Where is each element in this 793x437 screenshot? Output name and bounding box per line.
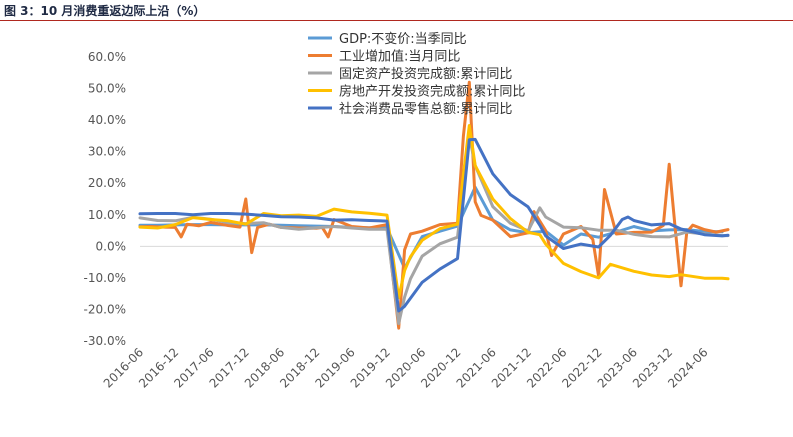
y-tick-label: 10.0% [88, 208, 126, 222]
x-axis: 2016-062016-122017-062017-122018-062018-… [101, 245, 728, 391]
legend-label-real_estate: 房地产开发投资完成额:累计同比 [339, 84, 525, 100]
y-tick-label: 40.0% [88, 113, 126, 127]
legend-label-fixed_asset: 固定资产投资完成额:累计同比 [339, 66, 512, 82]
legend-label-industry: 工业增加值:当月同比 [339, 49, 460, 65]
y-tick-label: -20.0% [84, 302, 126, 316]
series-line-industry [138, 80, 730, 330]
legend-label-gdp: GDP:不变价:当季同比 [339, 31, 467, 47]
y-tick-label: 20.0% [88, 176, 126, 190]
series-line-retail [138, 137, 730, 313]
series-layer [138, 80, 730, 330]
y-tick-label: 0.0% [96, 239, 127, 253]
legend-label-retail: 社会消费品零售总额:累计同比 [339, 101, 512, 117]
chart-legend: GDP:不变价:当季同比工业增加值:当月同比固定资产投资完成额:累计同比房地产开… [308, 31, 525, 117]
y-tick-label: -30.0% [84, 334, 126, 348]
y-tick-label: -10.0% [84, 271, 126, 285]
y-tick-label: 50.0% [88, 82, 126, 96]
series-line-real_estate [138, 124, 730, 300]
y-tick-label: 60.0% [88, 50, 126, 64]
series-line-fixed_asset [138, 134, 730, 326]
figure-title: 图 3：10 月消费重返边际上沿（%） [4, 4, 206, 18]
figure-title-bar: 图 3：10 月消费重返边际上沿（%） [0, 0, 793, 21]
y-tick-label: 30.0% [88, 145, 126, 159]
y-axis: -30.0% -20.0% -10.0% 0.0% 10.0% 20.0% 30.0% 40.… [84, 50, 126, 348]
